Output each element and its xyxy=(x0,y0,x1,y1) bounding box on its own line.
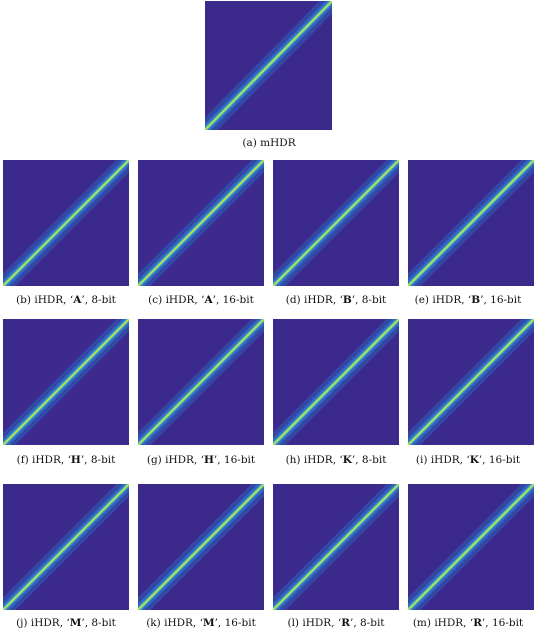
diagonal-band xyxy=(408,484,534,610)
caption-label: (c) xyxy=(148,294,163,306)
caption-model: B xyxy=(471,294,481,306)
caption-bits: , 16-bit xyxy=(482,454,521,466)
caption-bits: , 8-bit xyxy=(355,454,387,466)
caption-method: iHDR, xyxy=(164,617,200,629)
caption-method: iHDR, xyxy=(302,617,338,629)
caption-j: (j) iHDR, ‘M’, 8-bit xyxy=(16,617,116,629)
heatmap-l xyxy=(273,484,399,610)
caption-bits: , 16-bit xyxy=(485,617,524,629)
caption-bits: , 8-bit xyxy=(84,617,116,629)
caption-method: iHDR, xyxy=(165,294,202,306)
diagonal-band xyxy=(408,319,534,445)
caption-model: K xyxy=(469,454,479,466)
caption-label: (m) xyxy=(412,617,431,629)
heatmap-g xyxy=(138,319,264,445)
caption-label: (a) xyxy=(242,137,257,149)
caption-method: iHDR, xyxy=(303,294,340,306)
diagonal-band xyxy=(273,319,399,445)
heatmap-d xyxy=(273,160,399,286)
caption-label: (l) xyxy=(287,617,300,629)
diagonal-band xyxy=(138,484,264,610)
diagonal-band xyxy=(205,1,332,130)
caption-label: (i) xyxy=(415,454,428,466)
caption-c: (c) iHDR, ‘A’, 16-bit xyxy=(148,294,254,306)
caption-bits: , 16-bit xyxy=(483,294,522,306)
caption-b: (b) iHDR, ‘A’, 8-bit xyxy=(16,294,116,306)
caption-bits: , 8-bit xyxy=(353,617,385,629)
caption-model: R xyxy=(473,617,482,629)
diagonal-band xyxy=(138,319,264,445)
caption-method: iHDR, xyxy=(32,454,68,466)
caption-bits: , 16-bit xyxy=(215,294,254,306)
caption-model: B xyxy=(342,294,352,306)
heatmap-k xyxy=(138,484,264,610)
caption-label: (b) xyxy=(16,294,31,306)
caption-label: (g) xyxy=(146,454,162,466)
caption-bits: , 8-bit xyxy=(84,294,116,306)
caption-model: H xyxy=(203,454,214,466)
caption-a: (a) mHDR xyxy=(194,137,344,150)
caption-label: (f) xyxy=(16,454,29,466)
heatmap-a xyxy=(205,1,332,130)
diagonal-band xyxy=(408,160,534,286)
heatmap-i xyxy=(408,319,534,445)
caption-method: iHDR, xyxy=(303,454,340,466)
caption-method: iHDR, xyxy=(430,454,467,466)
caption-f: (f) iHDR, ‘H’, 8-bit xyxy=(16,454,116,466)
diagonal-band xyxy=(273,160,399,286)
caption-model: A xyxy=(204,294,213,306)
caption-bits: , 8-bit xyxy=(84,454,116,466)
caption-label: (d) xyxy=(285,294,301,306)
caption-bits: , 16-bit xyxy=(217,454,256,466)
caption-label: (e) xyxy=(414,294,430,306)
caption-d: (d) iHDR, ‘B’, 8-bit xyxy=(285,294,387,306)
caption-model: K xyxy=(342,454,352,466)
heatmap-m xyxy=(408,484,534,610)
caption-e: (e) iHDR, ‘B’, 16-bit xyxy=(414,294,522,306)
caption-k: (k) iHDR, ‘M’, 16-bit xyxy=(146,617,256,629)
heatmap-f xyxy=(3,319,129,445)
caption-model: H xyxy=(70,454,81,466)
caption-label: (k) xyxy=(146,617,161,629)
caption-label: (j) xyxy=(16,617,28,629)
caption-method: iHDR, xyxy=(432,294,468,306)
diagonal-band xyxy=(3,319,129,445)
heatmap-c xyxy=(138,160,264,286)
caption-model: M xyxy=(202,617,215,629)
caption-model: A xyxy=(73,294,82,306)
caption-method: iHDR, xyxy=(165,454,201,466)
caption-bits: , 8-bit xyxy=(355,294,387,306)
heatmap-e xyxy=(408,160,534,286)
caption-model: M xyxy=(69,617,82,629)
caption-i: (i) iHDR, ‘K’, 16-bit xyxy=(415,454,521,466)
caption-method: iHDR, xyxy=(30,617,67,629)
caption-model: R xyxy=(341,617,350,629)
diagonal-band xyxy=(273,484,399,610)
caption-method: iHDR, xyxy=(434,617,470,629)
heatmap-h xyxy=(273,319,399,445)
diagonal-band xyxy=(3,160,129,286)
caption-h: (h) iHDR, ‘K’, 8-bit xyxy=(285,454,387,466)
caption-bits: , 16-bit xyxy=(217,617,256,629)
diagonal-band xyxy=(3,484,129,610)
caption-method: iHDR, xyxy=(34,294,70,306)
heatmap-j xyxy=(3,484,129,610)
heatmap-b xyxy=(3,160,129,286)
caption-l: (l) iHDR, ‘R’, 8-bit xyxy=(287,617,385,629)
diagonal-band xyxy=(138,160,264,286)
caption-label: (h) xyxy=(285,454,301,466)
caption-method: mHDR xyxy=(260,137,296,149)
caption-g: (g) iHDR, ‘H’, 16-bit xyxy=(146,454,256,466)
caption-m: (m) iHDR, ‘R’, 16-bit xyxy=(412,617,524,629)
